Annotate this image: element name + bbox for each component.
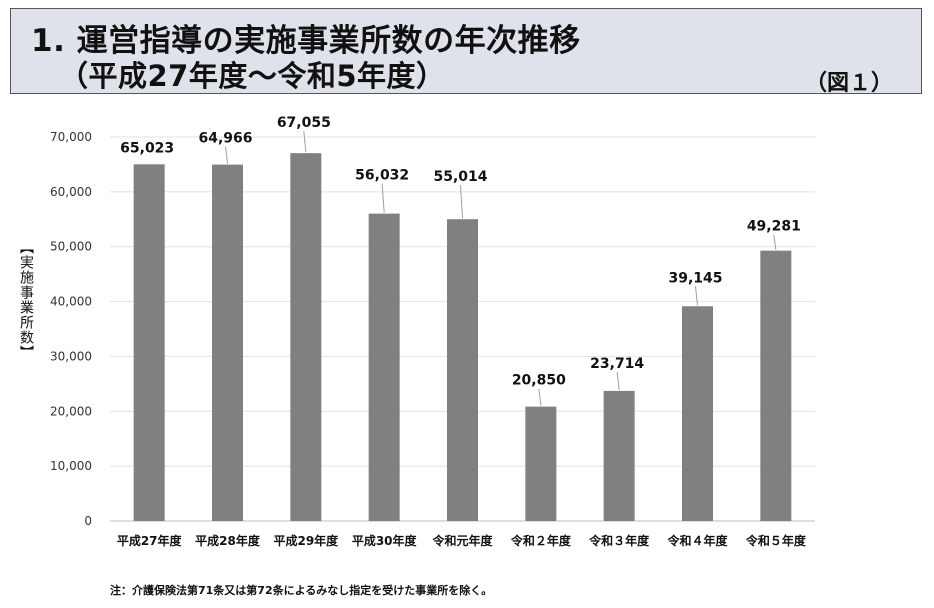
data-label: 20,850: [512, 373, 566, 389]
y-tick-label: 60,000: [50, 185, 92, 199]
x-tick-label: 平成30年度: [352, 533, 418, 548]
title-box: 1. 運営指導の実施事業所数の年次推移 （平成27年度～令和5年度） （図１）: [10, 8, 922, 96]
bar: [447, 219, 478, 521]
bar: [212, 164, 243, 521]
y-tick-label: 70,000: [50, 130, 92, 144]
bar: [290, 153, 322, 521]
bar: [682, 306, 713, 521]
data-label-leader: [695, 286, 698, 306]
x-tick-label: 平成28年度: [195, 533, 261, 548]
footnote: 注：介護保険法第71条又は第72条によるみなし指定を受けた事業所を除く。: [110, 584, 493, 597]
y-tick-label: 30,000: [50, 349, 92, 363]
data-label: 56,032: [355, 168, 409, 184]
data-label-leader: [460, 185, 463, 219]
data-label-leader: [225, 146, 228, 164]
page-title: 1. 運営指導の実施事業所数の年次推移: [31, 23, 581, 59]
data-label-leader: [303, 131, 307, 153]
data-label: 64,966: [198, 131, 252, 147]
x-tick-label: 平成27年度: [117, 533, 183, 548]
data-label-leader: [773, 234, 777, 250]
x-tick-label: 令和４年度: [666, 533, 728, 548]
data-label-leader: [381, 183, 385, 213]
page-subtitle: （平成27年度～令和5年度）: [59, 59, 446, 93]
bar: [603, 390, 635, 521]
x-tick-label: 令和５年度: [745, 533, 807, 548]
x-tick-label: 令和２年度: [510, 533, 572, 548]
data-label: 39,145: [668, 270, 722, 286]
y-tick-label: 40,000: [50, 295, 92, 309]
y-tick-label: 50,000: [50, 240, 92, 254]
y-axis-label: 【実施事業所数】: [18, 240, 34, 360]
data-label: 67,055: [277, 115, 331, 131]
bar: [368, 213, 400, 521]
data-label: 23,714: [590, 356, 644, 372]
x-tick-label: 令和３年度: [588, 533, 650, 548]
y-tick-label: 10,000: [50, 459, 92, 473]
x-tick-label: 令和元年度: [431, 533, 493, 548]
figure-label: （図１）: [804, 71, 893, 96]
data-label-leader: [616, 371, 620, 390]
bar: [760, 250, 792, 521]
bar: [133, 164, 165, 521]
bar: [525, 406, 557, 521]
x-tick-label: 平成29年度: [273, 533, 339, 548]
data-label: 49,281: [747, 219, 801, 235]
data-label: 65,023: [120, 140, 174, 156]
y-tick-label: 20,000: [50, 404, 92, 418]
y-tick-label: 0: [84, 514, 92, 528]
data-label: 55,014: [433, 169, 487, 185]
data-label-leader: [538, 388, 542, 406]
